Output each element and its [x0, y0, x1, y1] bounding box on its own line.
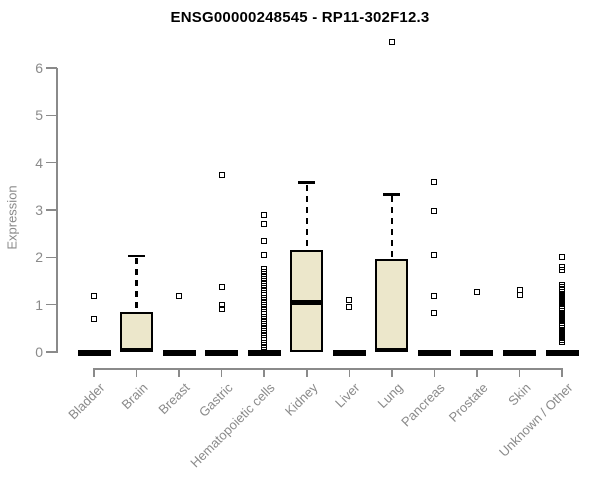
- outlier-point-hematopoietic-cells: [261, 344, 268, 351]
- y-axis-tick-label: 5: [35, 107, 43, 124]
- x-axis-tick: [476, 368, 478, 377]
- median-brain: [120, 347, 154, 352]
- box-pancreas: [417, 349, 451, 356]
- x-axis-tick: [561, 368, 563, 377]
- x-axis-tick: [348, 368, 351, 377]
- y-axis-tick: [46, 114, 57, 117]
- whisker-cap-brain: [128, 254, 146, 258]
- outlier-point-unknown-other: [559, 254, 566, 261]
- outlier-point-gastric: [218, 306, 225, 313]
- y-axis-tick: [46, 303, 57, 306]
- whisker-lung: [390, 196, 394, 259]
- x-axis-tick: [263, 368, 265, 377]
- chart-title: ENSG00000248545 - RP11-302F12.3: [170, 9, 430, 26]
- y-axis-tick-label: 3: [35, 202, 43, 218]
- box-lung: [375, 258, 409, 352]
- box-brain: [120, 311, 154, 352]
- box-bladder: [77, 349, 111, 356]
- outlier-point-bladder: [91, 315, 97, 322]
- outlier-point-hematopoietic-cells: [261, 211, 268, 218]
- whisker-cap-kidney: [298, 181, 316, 184]
- outlier-point-liver: [346, 304, 353, 311]
- outlier-point-pancreas: [431, 310, 438, 317]
- median-lung: [375, 347, 409, 352]
- x-axis-tick: [93, 368, 95, 377]
- box-gastric: [205, 349, 239, 356]
- x-axis-tick: [306, 368, 308, 377]
- outlier-point-gastric: [218, 284, 225, 291]
- outlier-point-unknown-other: [559, 266, 566, 273]
- box-liver: [332, 349, 366, 356]
- y-axis-tick-label: 2: [35, 249, 43, 266]
- y-axis-tick: [46, 209, 57, 211]
- x-axis-tick: [178, 368, 180, 377]
- box-hematopoietic-cells: [247, 349, 281, 356]
- x-axis-line: [93, 368, 563, 370]
- outlier-point-unknown-other: [559, 338, 566, 345]
- x-axis-tick: [220, 368, 223, 377]
- y-axis-tick-label: 4: [35, 154, 43, 171]
- x-axis-tick: [391, 368, 393, 377]
- whisker-brain: [135, 257, 138, 312]
- box-unknown-other: [545, 349, 579, 356]
- box-prostate: [460, 349, 494, 356]
- outlier-point-pancreas: [431, 293, 438, 300]
- y-axis-tick-label: 1: [35, 296, 43, 313]
- y-axis-tick: [46, 256, 57, 259]
- outlier-point-hematopoietic-cells: [261, 221, 268, 228]
- outlier-point-breast: [176, 293, 183, 300]
- outlier-point-lung: [388, 38, 395, 45]
- x-axis-tick: [518, 368, 521, 377]
- y-axis-tick-label: 6: [35, 60, 43, 77]
- outlier-point-pancreas: [431, 178, 438, 185]
- whisker-kidney: [305, 184, 308, 251]
- outlier-point-pancreas: [431, 208, 438, 215]
- outlier-point-prostate: [473, 288, 480, 295]
- y-axis-tick: [46, 67, 57, 69]
- outlier-point-gastric: [218, 171, 225, 178]
- box-skin: [503, 349, 536, 356]
- outlier-point-liver: [346, 296, 353, 303]
- outlier-point-pancreas: [431, 251, 438, 258]
- box-breast: [162, 349, 196, 356]
- outlier-point-hematopoietic-cells: [261, 251, 268, 258]
- y-axis-tick-label: 0: [35, 344, 43, 360]
- outlier-point-hematopoietic-cells: [261, 237, 268, 244]
- outlier-point-bladder: [91, 293, 97, 300]
- outlier-point-skin: [516, 292, 523, 299]
- x-axis-tick: [433, 368, 436, 377]
- y-axis-tick: [46, 351, 57, 353]
- whisker-cap-lung: [383, 193, 401, 196]
- y-axis-tick: [46, 161, 57, 164]
- x-axis-tick: [135, 368, 138, 377]
- median-kidney: [290, 300, 324, 305]
